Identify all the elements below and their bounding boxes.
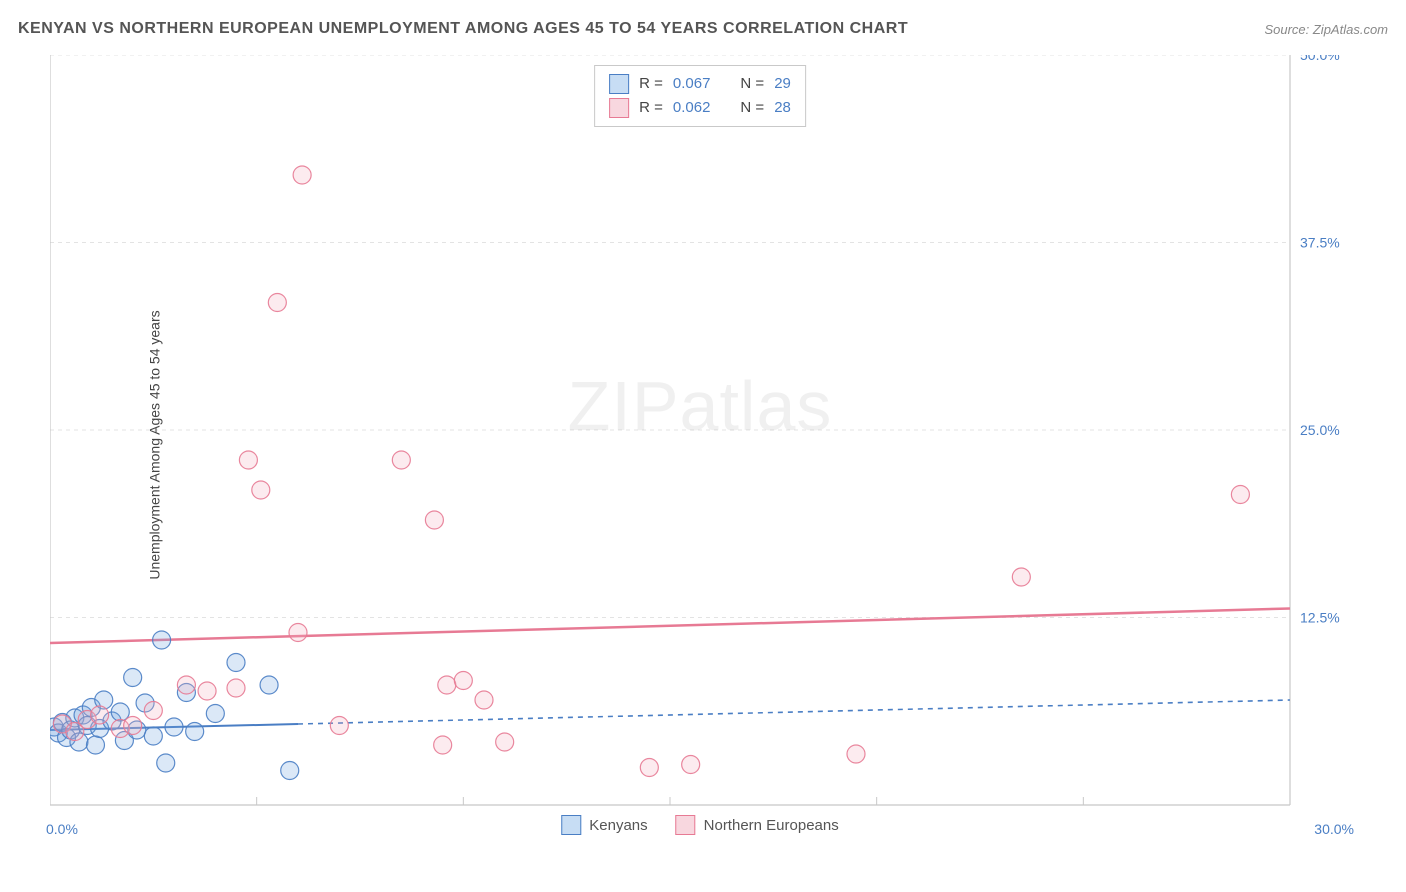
chart-title: KENYAN VS NORTHERN EUROPEAN UNEMPLOYMENT… — [18, 20, 908, 38]
plot-area: Unemployment Among Ages 45 to 54 years 1… — [50, 55, 1350, 835]
svg-text:50.0%: 50.0% — [1300, 55, 1340, 63]
scatter-chart: 12.5% 25.0% 37.5% 50.0% — [50, 55, 1350, 835]
n-value-ne: 28 — [774, 96, 791, 120]
stats-row-kenyans: R = 0.067 N = 29 — [609, 72, 791, 96]
swatch-ne — [609, 98, 629, 118]
x-axis-min-label: 0.0% — [46, 821, 78, 837]
stats-legend: R = 0.067 N = 29 R = 0.062 N = 28 — [594, 65, 806, 127]
series-legend: Kenyans Northern Europeans — [561, 815, 838, 835]
legend-label-kenyans: Kenyans — [589, 817, 647, 834]
source-label: Source: ZipAtlas.com — [1264, 22, 1388, 37]
swatch-kenyans — [609, 74, 629, 94]
legend-label-ne: Northern Europeans — [704, 817, 839, 834]
r-value-kenyans: 0.067 — [673, 72, 711, 96]
y-axis-label: Unemployment Among Ages 45 to 54 years — [147, 310, 163, 579]
n-value-kenyans: 29 — [774, 72, 791, 96]
chart-header: KENYAN VS NORTHERN EUROPEAN UNEMPLOYMENT… — [18, 20, 1388, 38]
r-value-ne: 0.062 — [673, 96, 711, 120]
svg-text:37.5%: 37.5% — [1300, 235, 1340, 251]
svg-text:12.5%: 12.5% — [1300, 610, 1340, 626]
legend-item-ne: Northern Europeans — [676, 815, 839, 835]
legend-swatch-kenyans — [561, 815, 581, 835]
stats-row-ne: R = 0.062 N = 28 — [609, 96, 791, 120]
legend-item-kenyans: Kenyans — [561, 815, 647, 835]
x-axis-max-label: 30.0% — [1314, 821, 1354, 837]
svg-text:25.0%: 25.0% — [1300, 422, 1340, 438]
legend-swatch-ne — [676, 815, 696, 835]
